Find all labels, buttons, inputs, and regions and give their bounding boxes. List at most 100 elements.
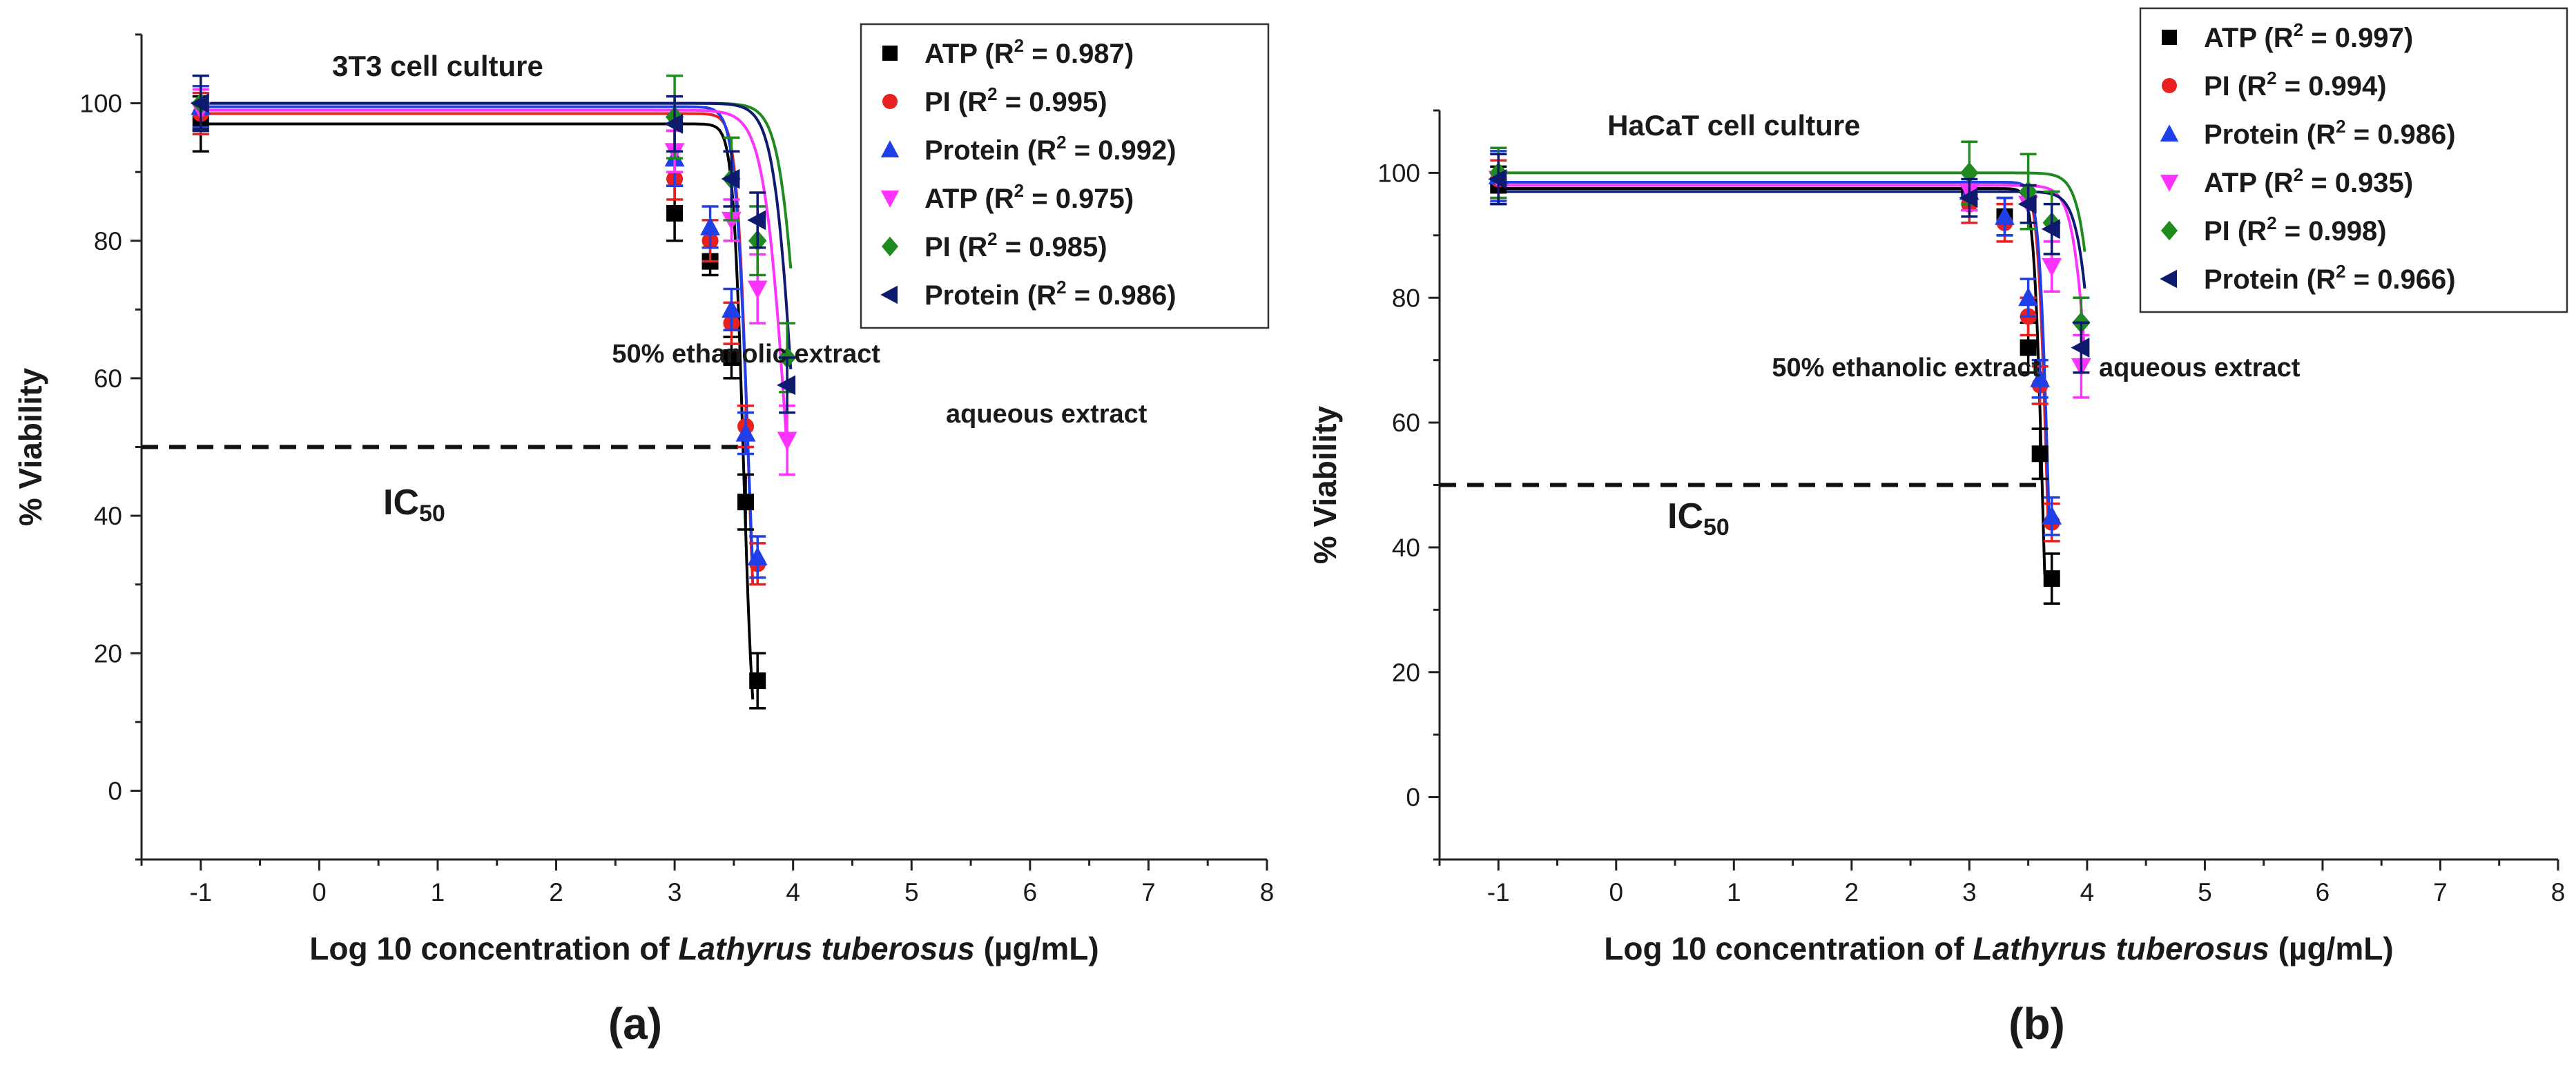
annotation-0: 50% ethanolic extract (612, 340, 880, 369)
legend: ATP (R2 = 0.997) PI (R2 = 0.994) Protein (… (2139, 7, 2568, 313)
ic50-label: IC50 (383, 483, 445, 527)
x-tick-label: -1 (189, 878, 212, 906)
legend-label: ATP (R2 = 0.987) (924, 35, 1134, 69)
series-0 (1490, 165, 2060, 605)
legend-r2: 0.995 (1029, 87, 1098, 117)
x-tick-label: 0 (1609, 878, 1624, 906)
panel-label: (a) (608, 999, 662, 1049)
data-point (735, 422, 756, 442)
legend-label: Protein (R2 = 0.992) (924, 132, 1176, 166)
legend-r2: 0.987 (1056, 39, 1125, 69)
x-axis-label-unit: (µg/mL) (2269, 931, 2394, 966)
data-point (700, 216, 720, 235)
ic50-label-subscript: 50 (419, 500, 445, 527)
data-point (664, 114, 684, 134)
legend-marker (880, 285, 898, 304)
legend-marker (2162, 30, 2177, 45)
legend-series-name: Protein (924, 280, 1020, 311)
data-point (721, 168, 740, 189)
legend-marker (882, 46, 898, 61)
x-tick-label: 8 (1260, 878, 1275, 906)
legend-series-name: ATP (2204, 168, 2256, 198)
y-tick-label: 0 (108, 777, 122, 805)
annotation-1: aqueous extract (946, 400, 1147, 429)
x-tick-label: 7 (2433, 878, 2448, 906)
fit-curve-4 (200, 101, 793, 269)
data-point (666, 204, 684, 222)
legend-series-name: ATP (924, 39, 977, 69)
legend-label: PI (R2 = 0.998) (2204, 213, 2387, 246)
legend-frame (2139, 7, 2568, 313)
legend-label: Protein (R2 = 0.986) (2204, 116, 2456, 150)
fit-curve-1 (200, 112, 755, 585)
y-axis-label: % Viability (12, 367, 48, 526)
fit-curve-0 (1498, 187, 2046, 575)
y-tick-label: 0 (1406, 784, 1420, 812)
y-tick-label: 100 (79, 90, 122, 118)
fit-curve-3 (200, 108, 789, 451)
ic50-label-main: IC (1667, 496, 1703, 536)
x-tick-label: 8 (2551, 878, 2566, 906)
x-tick-label: 4 (786, 878, 800, 906)
x-tick-label: 6 (2316, 878, 2330, 906)
data-point (2071, 338, 2090, 358)
legend-marker (2160, 175, 2179, 192)
legend-frame (860, 23, 1270, 329)
legend-label: Protein (R2 = 0.986) (924, 277, 1176, 311)
ic50-label-subscript: 50 (1703, 514, 1730, 541)
series-2 (191, 84, 768, 579)
legend-label: PI (R2 = 0.994) (2204, 68, 2387, 101)
x-axis-label: Log 10 concentration of Lathyrus tuberos… (309, 931, 1098, 966)
legend-series-name: Protein (2204, 264, 2299, 295)
x-axis-label-species: Lathyrus tuberosus (1973, 931, 2269, 966)
data-point (2042, 258, 2062, 278)
legend-label: Protein (R2 = 0.966) (2204, 261, 2456, 295)
data-point (777, 375, 796, 396)
fit-curve-3 (1498, 184, 2086, 354)
data-point (2041, 219, 2060, 240)
data-point (190, 93, 209, 113)
series-0 (192, 95, 766, 710)
annotation-1: aqueous extract (2099, 353, 2301, 382)
x-tick-label: 2 (549, 878, 563, 906)
x-axis-label-species: Lathyrus tuberosus (678, 931, 974, 966)
data-point (2030, 368, 2051, 387)
legend-r2: 0.997 (2335, 23, 2404, 53)
annotation-0: 50% ethanolic extract (1772, 353, 2040, 382)
legend-r2: 0.975 (1056, 184, 1125, 214)
y-tick-label: 60 (1392, 409, 1420, 437)
legend-label: PI (R2 = 0.995) (924, 84, 1107, 117)
data-point (2017, 194, 2037, 215)
legend-series-name: PI (2204, 216, 2230, 246)
legend-series-name: Protein (2204, 119, 2299, 150)
data-point (2018, 287, 2039, 307)
data-point (737, 494, 755, 511)
series-5 (1488, 153, 2090, 374)
legend-marker (2160, 124, 2179, 142)
legend-marker (2162, 78, 2177, 93)
legend-r2: 0.986 (1098, 280, 1167, 311)
x-axis-label-unit: (µg/mL) (975, 931, 1099, 966)
legend-series-name: PI (924, 87, 951, 117)
legend-marker (2160, 220, 2178, 241)
ic50-label-main: IC (383, 483, 419, 523)
fit-curve-4 (1498, 171, 2086, 252)
series-1 (192, 91, 766, 586)
data-point (1995, 206, 2015, 225)
x-tick-label: 6 (1023, 878, 1038, 906)
legend-series-name: PI (924, 232, 951, 262)
data-point (747, 280, 768, 300)
legend-series-name: ATP (924, 184, 977, 214)
data-point (1959, 188, 1978, 208)
legend-series-name: PI (2204, 71, 2230, 101)
legend-marker (881, 236, 899, 257)
data-point (747, 546, 768, 565)
legend-marker (880, 191, 900, 208)
x-tick-label: 2 (1845, 878, 1859, 906)
data-point (2020, 339, 2037, 356)
legend-label: PI (R2 = 0.985) (924, 229, 1107, 262)
x-tick-label: 4 (2080, 878, 2095, 906)
